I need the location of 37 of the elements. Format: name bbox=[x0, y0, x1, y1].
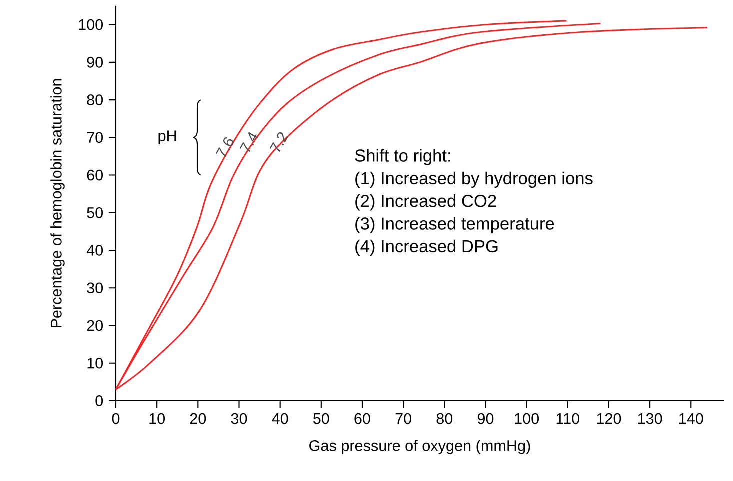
x-tick-label: 100 bbox=[515, 413, 539, 424]
annotation: Shift to right: bbox=[355, 149, 450, 166]
y-tick-label: 10 bbox=[88, 358, 104, 369]
x-tick-label: 120 bbox=[597, 413, 622, 424]
x-tick-label: 20 bbox=[190, 413, 206, 424]
x-tick-label: 80 bbox=[436, 413, 453, 424]
annotation: (2) Increased CO2 bbox=[356, 194, 496, 211]
y-tick-label: 0 bbox=[96, 396, 104, 406]
x-tick-label: 10 bbox=[150, 413, 166, 424]
x-tick-label: 60 bbox=[354, 413, 370, 424]
annotation: (1) Increased by hydrogen ions bbox=[356, 172, 593, 188]
x-tick-label: 40 bbox=[272, 413, 288, 424]
y-tick-label: 30 bbox=[87, 282, 104, 294]
annotation: (3) Increased temperature bbox=[356, 217, 554, 234]
annotation: pH bbox=[158, 130, 176, 145]
x-axis-title: Gas pressure of oxygen (mmHg) bbox=[310, 440, 530, 454]
y-tick-label: 50 bbox=[87, 207, 104, 218]
x-tick-label: 90 bbox=[478, 413, 494, 424]
y-axis-title: Percentage of hemoglobin saturation bbox=[50, 79, 65, 328]
y-tick-label: 40 bbox=[86, 245, 104, 256]
x-tick-label: 140 bbox=[680, 413, 704, 424]
y-tick-label: 90 bbox=[87, 56, 104, 68]
x-tick-label: 0 bbox=[112, 413, 120, 424]
y-tick-label: 70 bbox=[87, 132, 104, 144]
x-tick-label: 110 bbox=[556, 413, 580, 424]
x-tick-label: 50 bbox=[313, 413, 330, 424]
y-tick-label: 100 bbox=[79, 19, 104, 30]
y-tick-label: 60 bbox=[87, 170, 104, 181]
text: 7.6 bbox=[216, 138, 234, 158]
annotation: (4) Increased DPG bbox=[356, 240, 498, 256]
x-tick-label: 30 bbox=[231, 413, 248, 424]
x-tick-label: 130 bbox=[638, 413, 662, 424]
text: 7.2 bbox=[270, 132, 289, 152]
y-tick-label: 20 bbox=[87, 320, 104, 332]
y-tick-label: 80 bbox=[87, 94, 104, 106]
x-tick-label: 70 bbox=[396, 413, 412, 424]
text: 7.4 bbox=[240, 132, 258, 152]
